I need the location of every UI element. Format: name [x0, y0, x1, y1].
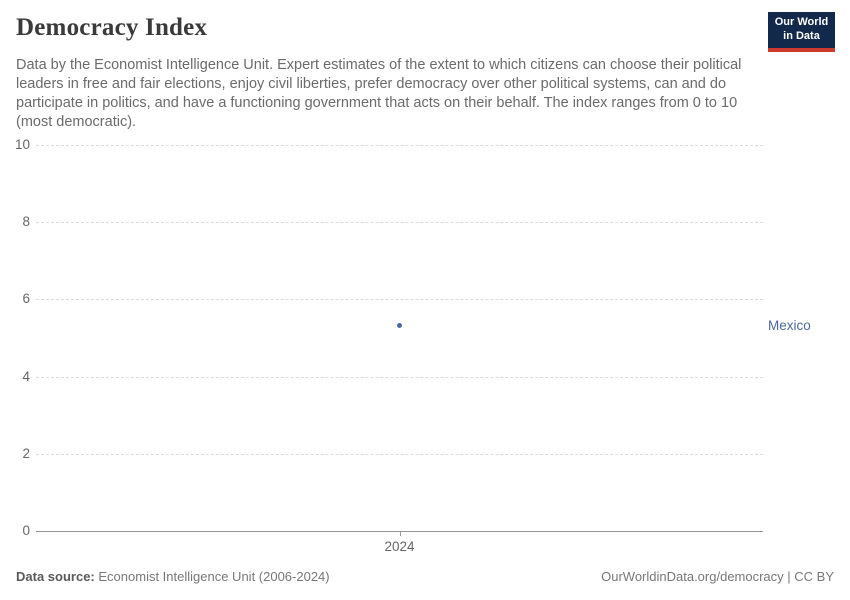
- data-source-text: Economist Intelligence Unit (2006-2024): [98, 569, 330, 584]
- chart-footer: Data source: Economist Intelligence Unit…: [16, 569, 834, 584]
- x-axis-tick: [399, 532, 401, 536]
- data-point-mexico: [397, 323, 402, 329]
- y-axis-tick-label: 4: [22, 368, 30, 384]
- owid-logo[interactable]: Our World in Data: [768, 12, 835, 52]
- data-source: Data source: Economist Intelligence Unit…: [16, 569, 330, 584]
- gridline: [36, 222, 763, 224]
- page-title: Democracy Index: [16, 14, 208, 41]
- chart-subtitle: Data by the Economist Intelligence Unit.…: [16, 57, 742, 130]
- gridline: [36, 145, 763, 146]
- y-axis-tick-label: 2: [22, 445, 30, 461]
- y-axis-tick-label: 0: [22, 523, 30, 538]
- footer-credit[interactable]: OurWorldinData.org/democracy | CC BY: [601, 569, 834, 584]
- x-axis-line: [36, 531, 763, 532]
- y-axis-tick-label: 8: [22, 214, 30, 230]
- x-axis-tick-label: 2024: [384, 539, 415, 554]
- data-source-label: Data source:: [16, 569, 95, 584]
- gridline: [36, 453, 763, 455]
- owid-logo-line2: in Data: [783, 30, 820, 42]
- entity-label-mexico: Mexico: [768, 317, 811, 333]
- gridline: [36, 376, 763, 378]
- y-axis-tick-label: 6: [22, 291, 30, 307]
- y-axis-tick-label: 10: [14, 137, 30, 152]
- owid-logo-line1: Our World: [774, 16, 829, 29]
- gridline: [36, 299, 763, 301]
